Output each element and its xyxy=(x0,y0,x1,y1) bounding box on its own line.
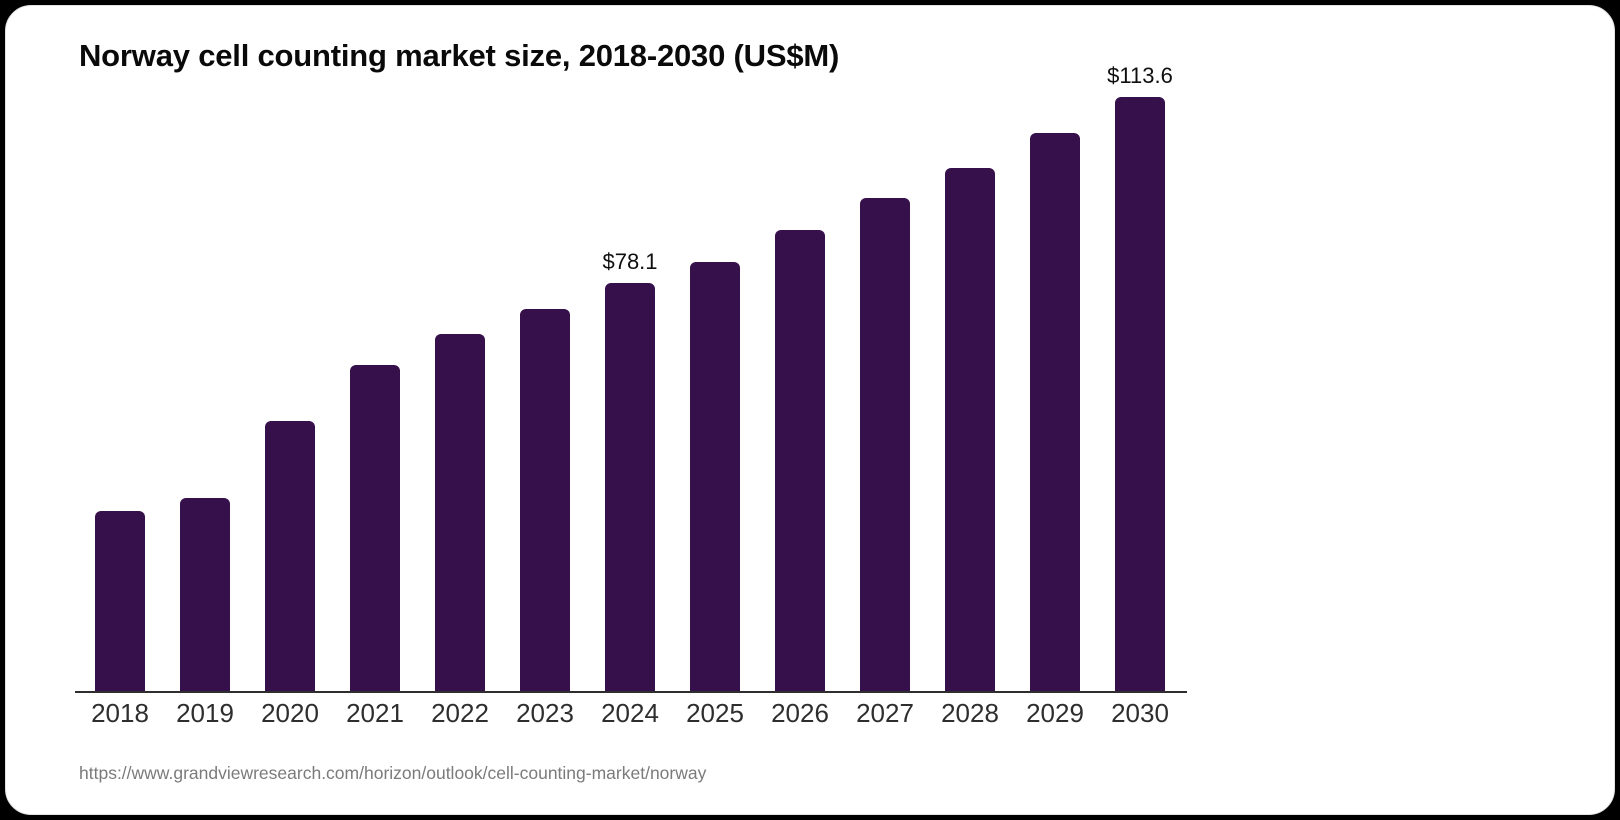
x-tick-label-2025: 2025 xyxy=(686,698,744,728)
x-tick-label-2024: 2024 xyxy=(601,698,659,728)
bar-rect xyxy=(945,167,995,691)
x-tick-label-2019: 2019 xyxy=(176,698,234,728)
x-tick-label-2026: 2026 xyxy=(771,698,829,728)
bar-2024: $78.1 xyxy=(602,249,658,691)
bar-value-label: $113.6 xyxy=(1107,63,1173,88)
bar-rect xyxy=(520,309,570,691)
x-tick-label-2020: 2020 xyxy=(261,698,319,728)
bar-value-label: $78.1 xyxy=(602,248,658,274)
bar-rect xyxy=(775,229,825,691)
bar-2029 xyxy=(1030,133,1080,691)
bar-2022 xyxy=(435,333,485,691)
bar-rect xyxy=(860,198,910,691)
bar-rect xyxy=(180,497,230,691)
x-tick-label-2029: 2029 xyxy=(1026,698,1084,728)
bar-2023 xyxy=(520,309,570,691)
bar-rect xyxy=(1030,133,1080,691)
x-tick-label-2030: 2030 xyxy=(1111,698,1169,728)
source-url: https://www.grandviewresearch.com/horizo… xyxy=(79,763,707,783)
x-tick-label-2022: 2022 xyxy=(431,698,489,728)
x-axis-line xyxy=(75,691,1187,693)
bar-2026 xyxy=(775,229,825,691)
bar-rect xyxy=(95,510,145,691)
bar-2028 xyxy=(945,167,995,691)
bar-rect xyxy=(605,282,655,691)
chart-title: Norway cell counting market size, 2018-2… xyxy=(79,38,840,73)
x-tick-label-2023: 2023 xyxy=(516,698,574,728)
bar-2025 xyxy=(690,262,740,691)
x-tick-label-2021: 2021 xyxy=(346,698,404,728)
chart-card: Norway cell counting market size, 2018-2… xyxy=(5,5,1615,815)
bar-rect xyxy=(265,420,315,691)
x-axis-labels: 2018 2019 2020 2021 2022 2023 2024 2025 2026 2027… xyxy=(91,698,1169,729)
bar-2021 xyxy=(350,365,400,691)
bar-2020 xyxy=(265,420,315,691)
x-tick-label-2027: 2027 xyxy=(856,698,914,728)
bar-rect xyxy=(1115,97,1165,691)
bar-rect xyxy=(350,365,400,691)
bar-rect xyxy=(435,333,485,691)
bar-rect xyxy=(690,262,740,691)
bar-2018 xyxy=(95,510,145,691)
bar-2027 xyxy=(860,198,910,691)
x-tick-label-2028: 2028 xyxy=(941,698,999,728)
bar-2019 xyxy=(180,497,230,691)
bar-2030: $113.6 xyxy=(1107,63,1173,691)
bars-container: $78.1 $113.6 xyxy=(95,51,1173,691)
x-tick-label-2018: 2018 xyxy=(91,698,149,728)
